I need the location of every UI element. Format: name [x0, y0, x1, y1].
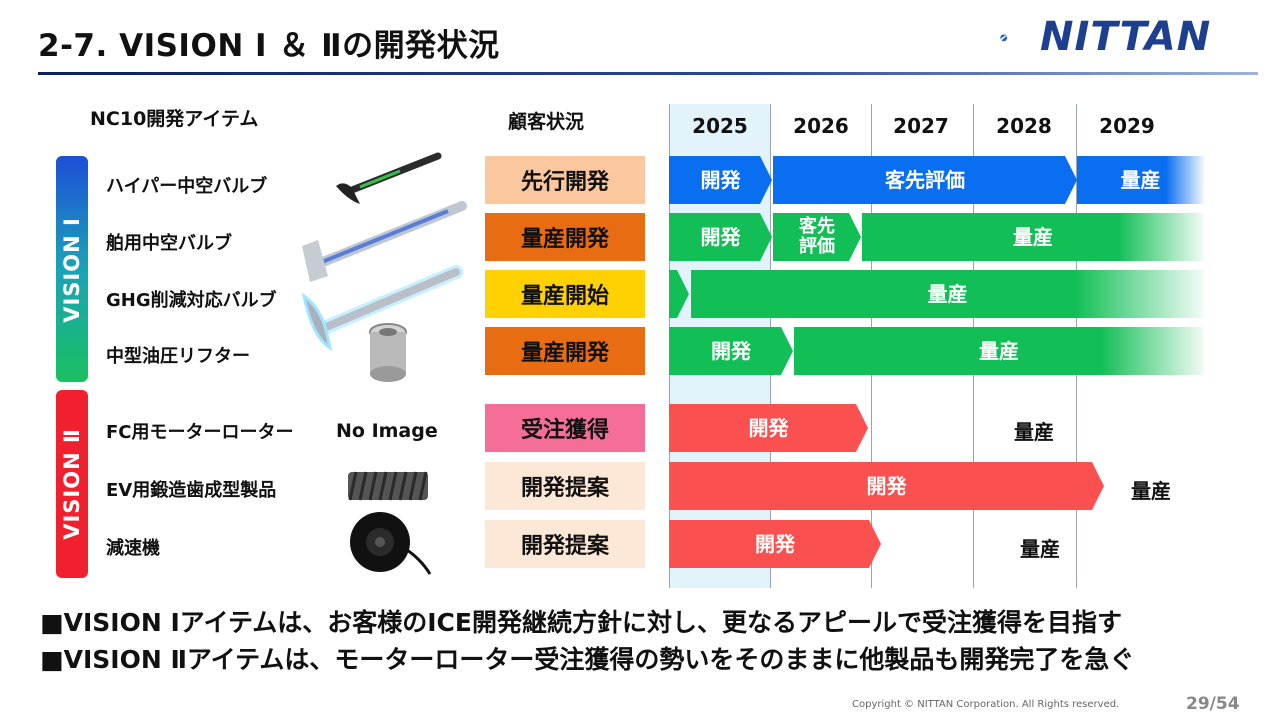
row1-phase-mass: 量産	[1077, 156, 1204, 204]
status-row-1: 先行開発	[485, 156, 645, 204]
item-fc-motor-rotor: FC用モーターローター	[106, 422, 294, 443]
year-2027: 2027	[893, 114, 949, 138]
logo-text: NITTAN	[1040, 14, 1212, 60]
ev-forged-gear-image	[348, 471, 428, 501]
page-title: 2-7. VISION Ⅰ ＆ Ⅱの開発状況	[38, 28, 500, 64]
status-row-2: 量産開発	[485, 213, 645, 261]
hyper-hollow-valve-image	[336, 152, 442, 204]
year-2028: 2028	[996, 114, 1052, 138]
year-2025: 2025	[692, 114, 748, 138]
item-hydraulic-lifter: 中型油圧リフター	[106, 346, 250, 367]
item-hyper-hollow-valve: ハイパー中空バルブ	[106, 176, 268, 197]
items-header: NC10開発アイテム	[90, 108, 259, 130]
status-row-3: 量産開始	[485, 270, 645, 318]
row1-phase-dev: 開発	[669, 156, 772, 204]
status-row-6: 開発提案	[485, 462, 645, 510]
vision2-bar	[56, 390, 88, 578]
row7-phase-dev: 開発	[669, 520, 881, 568]
no-image-placeholder: No Image	[336, 420, 438, 442]
row3-phase-mass: 量産	[691, 270, 1204, 318]
company-logo	[1000, 34, 1008, 42]
row5-phase-mass: 量産	[1014, 420, 1054, 444]
bullet-vision2: ■VISION Ⅱアイテムは、モーターローター受注獲得の勢いをそのままに他製品も…	[40, 645, 1135, 674]
vision2-label: VISION Ⅱ	[60, 428, 84, 540]
ghg-valve-image	[301, 265, 463, 352]
row1-phase-eval: 客先評価	[773, 156, 1077, 204]
row2-phase-dev: 開発	[669, 213, 772, 261]
row4-phase-dev: 開発	[669, 327, 793, 375]
row2-phase-eval: 客先 評価	[773, 213, 861, 261]
status-row-4: 量産開発	[485, 327, 645, 375]
status-row-5: 受注獲得	[485, 404, 645, 452]
row5-phase-dev: 開発	[669, 404, 868, 452]
item-ev-forged-gear: EV用鍛造歯成型製品	[106, 480, 277, 501]
row2-eval-line1: 客先	[799, 216, 835, 238]
vision1-label: VISION Ⅰ	[60, 217, 84, 323]
row4-phase-mass: 量産	[794, 327, 1204, 375]
bullet-vision1: ■VISION Ⅰアイテムは、お客様のICE開発継続方針に対し、更なるアピールで…	[40, 608, 1122, 637]
row2-eval-line2: 評価	[799, 236, 835, 257]
hydraulic-lifter-image	[369, 323, 407, 382]
year-2029: 2029	[1099, 114, 1155, 138]
row7-phase-mass: 量産	[1020, 537, 1060, 561]
copyright: Copyright © NITTAN Corporation. All Righ…	[852, 699, 1120, 710]
year-2026: 2026	[793, 114, 849, 138]
page-number: 29/54	[1186, 694, 1240, 714]
title-divider	[38, 72, 1258, 75]
item-reducer: 減速機	[106, 538, 160, 559]
marine-hollow-valve-image	[302, 201, 467, 282]
row2-phase-mass: 量産	[862, 213, 1204, 261]
status-row-7: 開発提案	[485, 520, 645, 568]
item-marine-hollow-valve: 舶用中空バルブ	[106, 233, 232, 254]
vision1-bar	[56, 156, 88, 382]
customer-status-header: 顧客状況	[508, 111, 585, 133]
item-ghg-valve: GHG削減対応バルブ	[106, 290, 277, 311]
row6-phase-dev: 開発	[669, 462, 1104, 510]
row6-phase-mass: 量産	[1131, 479, 1171, 503]
reducer-image	[350, 512, 432, 575]
